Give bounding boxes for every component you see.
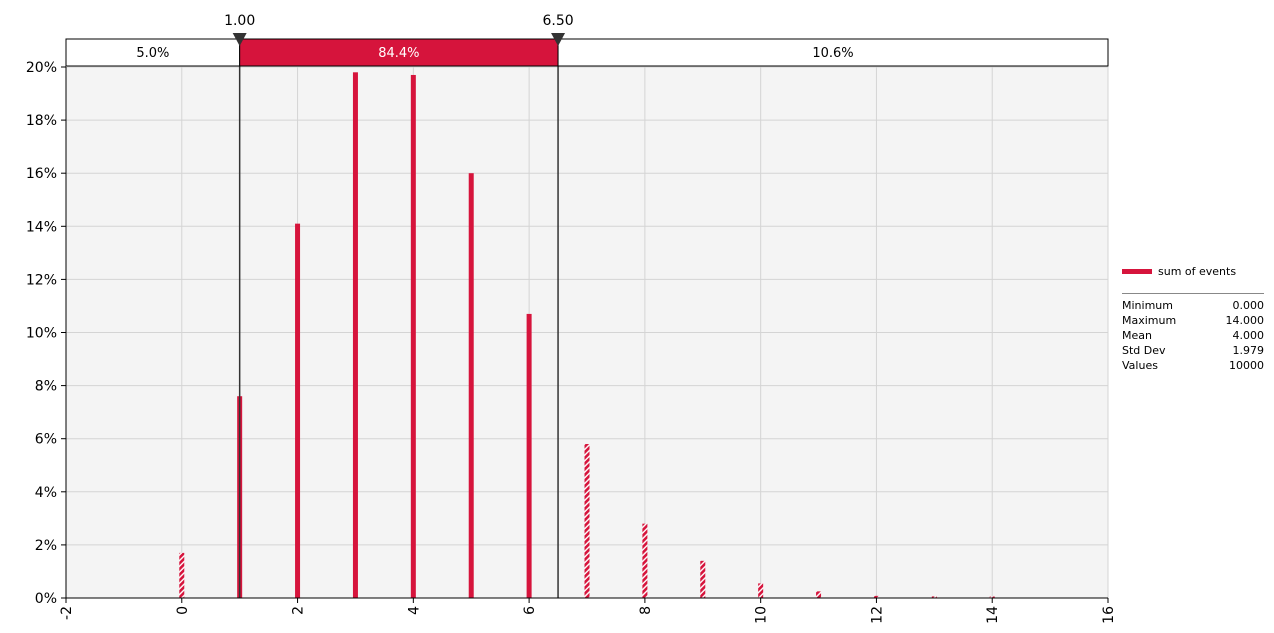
stats-row: Values 10000 xyxy=(1122,358,1264,373)
histogram-bar xyxy=(295,223,301,598)
histogram-bar xyxy=(584,444,590,598)
y-tick-label: 4% xyxy=(35,485,57,501)
x-tick-label: 4 xyxy=(406,606,422,615)
x-tick-label: 12 xyxy=(869,606,885,624)
stat-value: 10000 xyxy=(1229,359,1264,372)
histogram-bar xyxy=(758,583,764,598)
legend-swatch xyxy=(1122,268,1152,274)
stat-value: 14.000 xyxy=(1225,314,1265,327)
delimiter-marker-label: 6.50 xyxy=(542,13,573,29)
stats-table: Minimum 0.000 Maximum 14.000 Mean 4.000 Std De… xyxy=(1122,298,1264,373)
delimiter-band-label: 84.4% xyxy=(378,46,419,61)
delimiter-marker-triangle xyxy=(551,33,566,46)
delimiter-band-label: 10.6% xyxy=(812,46,853,61)
delimiter-band-segment xyxy=(557,38,1109,67)
x-tick-label: 10 xyxy=(754,606,770,624)
x-tick-label: 0 xyxy=(175,606,191,615)
legend-divider xyxy=(1122,293,1264,294)
delimiter-band-segment xyxy=(65,38,241,67)
x-tick-label: 2 xyxy=(291,606,307,615)
stat-label: Values xyxy=(1122,359,1158,372)
y-tick-label: 10% xyxy=(26,326,57,342)
histogram-bar xyxy=(873,595,879,598)
histogram-bar xyxy=(700,560,706,598)
stat-value: 1.979 xyxy=(1232,344,1265,357)
stat-value: 0.000 xyxy=(1232,299,1265,312)
legend-panel: sum of events Minimum 0.000 Maximum 14.000 M… xyxy=(1122,263,1264,373)
histogram-bar xyxy=(352,72,358,598)
stats-row: Mean 4.000 xyxy=(1122,328,1264,343)
y-tick-label: 2% xyxy=(35,538,57,554)
delimiter-band-layer: 5.0% 84.4% 10.6% 1.00 6.50 xyxy=(65,13,1109,67)
histogram-bar xyxy=(989,596,995,598)
delimiter-band-label: 5.0% xyxy=(136,46,169,61)
stat-label: Maximum xyxy=(1122,314,1177,327)
histogram-bar xyxy=(410,74,416,599)
y-tick-label: 6% xyxy=(35,432,57,448)
y-tick-label: 18% xyxy=(26,113,57,129)
histogram-bar xyxy=(642,523,648,598)
stats-row: Maximum 14.000 xyxy=(1122,313,1264,328)
histogram-bar xyxy=(931,596,937,598)
stat-value: 4.000 xyxy=(1232,329,1265,342)
stat-label: Minimum xyxy=(1122,299,1173,312)
x-tick-label: 14 xyxy=(985,606,1001,624)
axis-layer: 0% 2% 4% 6% 8% 10% 12% 14% 16% 18% 20% -2 0 2 4 6 8 10 12 1… xyxy=(26,60,1117,624)
x-tick-label: 6 xyxy=(522,606,538,615)
x-tick-label: -2 xyxy=(59,606,75,620)
histogram-bar xyxy=(526,313,532,598)
legend-series-label: sum of events xyxy=(1158,264,1237,278)
y-tick-label: 0% xyxy=(35,591,57,607)
markers-layer xyxy=(238,39,559,598)
stat-label: Mean xyxy=(1122,329,1152,342)
delimiter-marker-label: 1.00 xyxy=(224,13,255,29)
y-tick-label: 16% xyxy=(26,166,57,182)
y-tick-label: 8% xyxy=(35,379,57,395)
x-tick-label: 16 xyxy=(1101,606,1117,624)
y-tick-label: 20% xyxy=(26,60,57,76)
stats-row: Std Dev 1.979 xyxy=(1122,343,1264,358)
histogram-bar xyxy=(468,173,474,598)
x-tick-label: 8 xyxy=(638,606,654,615)
histogram-bar xyxy=(816,591,822,598)
stat-label: Std Dev xyxy=(1122,344,1166,357)
histogram-bar xyxy=(179,552,185,598)
y-tick-label: 12% xyxy=(26,272,57,288)
delimiter-marker-triangle xyxy=(232,33,247,46)
y-tick-label: 14% xyxy=(26,219,57,235)
legend-series-entry[interactable]: sum of events xyxy=(1122,263,1264,279)
stats-row: Minimum 0.000 xyxy=(1122,298,1264,313)
